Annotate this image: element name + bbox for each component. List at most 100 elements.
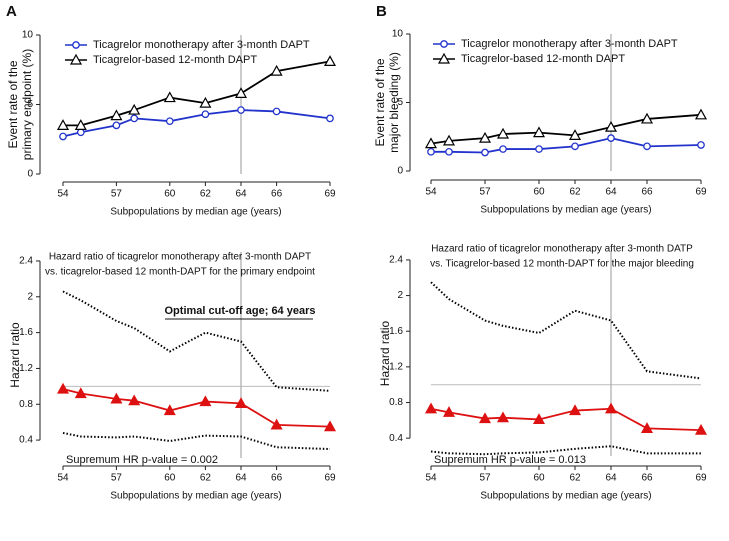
marker [440,40,448,48]
marker [163,91,176,103]
marker [270,64,283,76]
panel-label: B [376,3,387,20]
y-tick-label: 0.4 [389,433,403,444]
y-tick-label: 1.6 [389,326,403,337]
marker [326,114,334,123]
x-tick-label: 62 [200,189,212,200]
marker [59,132,67,141]
legend-label: Ticagrelor-based 12-month DAPT [461,53,625,65]
x-tick-label: 54 [57,189,69,200]
marker [499,145,507,153]
x-tick-label: 57 [479,187,491,198]
marker [442,134,456,146]
y-tick-label: 5 [27,99,33,110]
x-tick-label: 60 [533,473,545,484]
x-axis-label: Subpopulations by median age (years) [110,207,281,218]
x-tick-label: 64 [605,187,617,198]
marker [163,404,176,416]
x-tick-label: 66 [641,187,653,198]
x-tick-label: 60 [533,187,545,198]
marker [442,406,456,417]
chart-title: Hazard ratio of ticagrelor monotherapy a… [49,252,311,263]
marker [201,110,210,119]
marker [478,131,492,143]
series-line [62,109,331,138]
x-tick-label: 57 [479,473,491,484]
x-tick-label: 64 [605,473,617,484]
marker [694,108,708,120]
y-tick-label: 0 [27,169,33,180]
marker [481,148,489,157]
marker [640,422,654,433]
x-axis-label: Subpopulations by median age (years) [110,491,281,502]
y-tick-label: 2 [397,290,403,301]
series-line [430,113,702,145]
marker [535,145,543,153]
x-tick-label: 62 [569,187,581,198]
series-line [430,281,702,380]
marker [437,52,451,64]
chart-title: Hazard ratio of ticagrelor monotherapy a… [431,244,693,255]
marker [56,382,70,394]
marker [424,137,438,149]
x-tick-label: 57 [111,473,123,484]
annotation: Supremum HR p-value = 0.002 [66,454,218,466]
marker [272,107,281,116]
marker [643,142,651,151]
marker [110,109,123,121]
x-tick-label: 60 [164,189,176,200]
marker [532,126,546,138]
marker [323,55,337,67]
chart-title: vs. ticagrelor-based 12 month-DAPT for t… [45,267,315,278]
marker [128,103,141,115]
y-tick-label: 2.4 [389,255,403,266]
y-tick-label: 0.8 [389,397,403,408]
marker [56,119,70,130]
marker [112,121,121,130]
marker [270,418,283,430]
x-tick-label: 66 [641,473,653,484]
x-axis-label: Subpopulations by median age (years) [480,205,651,216]
marker [110,392,123,404]
marker [234,397,248,408]
marker [604,120,618,132]
marker [568,129,582,140]
x-tick-label: 60 [164,473,176,484]
y-axis-label: Event rate of the [6,60,20,148]
y-axis-label: Event rate of the [373,58,387,146]
marker [445,147,453,156]
marker [532,413,546,425]
x-tick-label: 66 [271,189,283,200]
series-line [62,431,331,451]
y-tick-label: 1.2 [19,363,33,374]
y-tick-label: 5 [397,97,403,108]
y-tick-label: 10 [22,30,34,41]
x-tick-label: 64 [235,473,247,484]
marker [199,96,212,108]
y-tick-label: 10 [392,29,404,40]
marker [424,402,438,414]
marker [237,106,245,114]
y-tick-label: 0 [397,166,403,177]
marker [165,117,174,126]
x-tick-label: 54 [57,473,69,484]
y-tick-label: 0.8 [19,399,33,410]
y-tick-label: 0.4 [19,435,33,446]
x-tick-label: 62 [569,473,581,484]
legend-label: Ticagrelor-based 12-month DAPT [93,54,257,66]
series-line [62,290,331,392]
series-line [62,388,331,428]
marker [74,387,87,399]
y-tick-label: 2.4 [19,256,33,267]
y-tick-label: 2 [27,291,33,302]
x-tick-label: 69 [695,473,707,484]
marker [604,402,618,414]
y-tick-label: 1.6 [19,327,33,338]
marker [697,141,705,149]
y-tick-label: 1.2 [389,362,403,373]
marker [571,142,579,151]
marker [199,395,212,407]
x-tick-label: 69 [695,187,707,198]
y-axis-label: Hazard ratio [8,322,22,388]
